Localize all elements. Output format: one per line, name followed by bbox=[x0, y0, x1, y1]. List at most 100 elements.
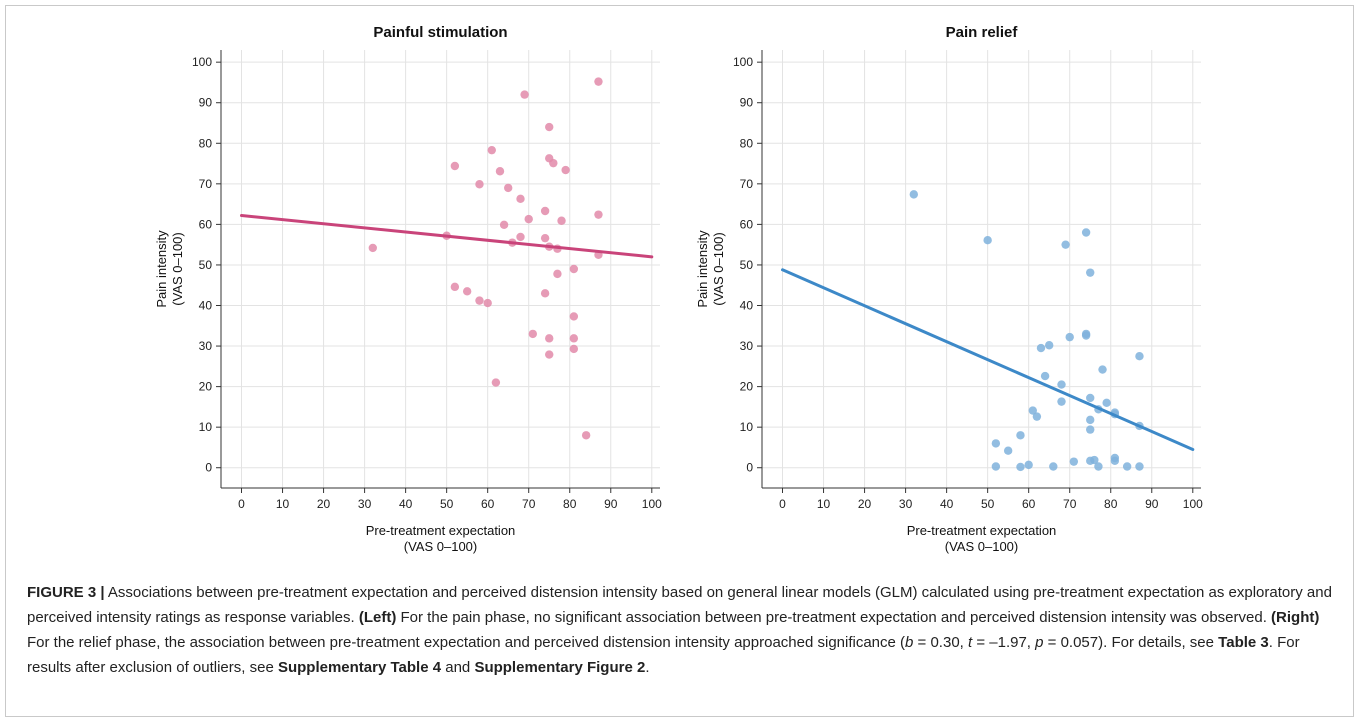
x-tick-label: 30 bbox=[358, 497, 372, 511]
data-point bbox=[1135, 351, 1144, 361]
data-point bbox=[569, 264, 579, 274]
caption-figure-label: FIGURE 3 | bbox=[27, 584, 105, 601]
y-tick-label: 40 bbox=[740, 299, 754, 313]
data-point bbox=[368, 243, 378, 253]
data-point bbox=[1086, 268, 1095, 277]
data-point bbox=[1016, 462, 1025, 472]
data-point bbox=[1024, 460, 1033, 470]
data-point bbox=[483, 298, 492, 308]
data-point bbox=[545, 350, 554, 359]
y-tick-label: 100 bbox=[733, 55, 753, 69]
y-tick-label: 30 bbox=[740, 339, 754, 353]
x-tick-label: 10 bbox=[817, 497, 831, 511]
data-point bbox=[495, 167, 505, 176]
x-tick-label: 20 bbox=[858, 497, 872, 511]
data-point bbox=[557, 216, 566, 225]
x-tick-label: 0 bbox=[779, 497, 786, 511]
data-point bbox=[1057, 397, 1066, 406]
data-point bbox=[516, 194, 525, 204]
data-point bbox=[1086, 425, 1095, 434]
data-point bbox=[524, 214, 533, 224]
x-axis-label: Pre-treatment expectation bbox=[366, 523, 516, 538]
data-point bbox=[491, 378, 501, 387]
y-tick-label: 30 bbox=[199, 339, 213, 353]
x-tick-label: 30 bbox=[899, 497, 913, 511]
data-point bbox=[1040, 371, 1050, 381]
x-axis-label-unit: (VAS 0–100) bbox=[404, 539, 477, 554]
y-tick-label: 70 bbox=[199, 177, 213, 191]
data-point bbox=[983, 236, 992, 245]
caption-text-1: Associations between pre-treatment expec… bbox=[27, 584, 1332, 626]
data-point bbox=[549, 158, 558, 168]
caption-supplementary-figure-link[interactable]: Supplementary Figure 2 bbox=[474, 659, 646, 676]
data-point bbox=[1049, 462, 1058, 471]
regression-line bbox=[781, 268, 1195, 451]
data-point bbox=[475, 296, 484, 305]
regression-line bbox=[240, 213, 654, 259]
data-point bbox=[569, 312, 579, 321]
data-point bbox=[475, 180, 484, 189]
x-tick-label: 60 bbox=[481, 497, 495, 511]
data-point bbox=[1065, 332, 1074, 342]
caption-text-6: = 0.057). For details, see bbox=[1043, 634, 1219, 651]
data-point bbox=[1057, 380, 1066, 389]
data-point bbox=[553, 269, 562, 279]
y-tick-label: 80 bbox=[740, 136, 754, 150]
caption-table-link[interactable]: Table 3 bbox=[1218, 634, 1269, 651]
data-point bbox=[540, 206, 550, 216]
x-tick-label: 50 bbox=[981, 497, 995, 511]
data-point bbox=[1016, 431, 1025, 440]
caption-right-label: (Right) bbox=[1271, 609, 1320, 626]
data-point bbox=[450, 161, 460, 171]
y-axis-label: Pain intensity bbox=[695, 230, 710, 308]
caption-text-3: For the relief phase, the association be… bbox=[27, 634, 906, 651]
figure-caption: FIGURE 3 | Associations between pre-trea… bbox=[27, 580, 1337, 680]
y-tick-label: 20 bbox=[740, 380, 754, 394]
y-tick-label: 80 bbox=[199, 136, 213, 150]
data-point bbox=[540, 233, 550, 243]
data-point bbox=[520, 90, 529, 99]
data-point bbox=[1090, 455, 1099, 465]
caption-text-9: . bbox=[645, 659, 650, 676]
y-tick-label: 40 bbox=[199, 299, 213, 313]
x-tick-label: 80 bbox=[563, 497, 577, 511]
y-tick-label: 90 bbox=[740, 96, 754, 110]
x-axis-label: Pre-treatment expectation bbox=[907, 523, 1057, 538]
x-tick-label: 10 bbox=[276, 497, 290, 511]
caption-t-symbol: t bbox=[968, 634, 973, 651]
data-point bbox=[499, 220, 509, 229]
y-tick-label: 10 bbox=[199, 420, 213, 434]
data-point bbox=[594, 77, 603, 86]
x-tick-label: 100 bbox=[1183, 497, 1203, 511]
y-tick-label: 10 bbox=[740, 420, 754, 434]
caption-text-2: For the pain phase, no significant assoc… bbox=[396, 609, 1272, 626]
x-tick-label: 50 bbox=[440, 497, 454, 511]
data-point bbox=[1102, 398, 1111, 408]
y-tick-label: 90 bbox=[199, 96, 213, 110]
data-point bbox=[503, 183, 513, 193]
caption-text-7: . For results after exclusion of outlier… bbox=[27, 634, 1300, 676]
y-tick-label: 50 bbox=[740, 258, 754, 272]
data-point bbox=[1032, 412, 1042, 421]
y-tick-label: 60 bbox=[199, 217, 213, 231]
data-point bbox=[991, 439, 1001, 448]
y-tick-label: 100 bbox=[192, 55, 212, 69]
caption-text-5: = –1.97, bbox=[972, 634, 1036, 651]
y-tick-label: 60 bbox=[740, 217, 754, 231]
caption-supplementary-table-link[interactable]: Supplementary Table 4 bbox=[277, 659, 442, 676]
data-point bbox=[1081, 331, 1091, 340]
x-tick-label: 80 bbox=[1104, 497, 1118, 511]
data-point bbox=[581, 431, 591, 440]
data-point bbox=[1098, 365, 1107, 374]
caption-p-symbol: p bbox=[1035, 634, 1044, 651]
x-tick-label: 90 bbox=[604, 497, 618, 511]
y-axis-label-unit: (VAS 0–100) bbox=[711, 232, 726, 305]
data-point bbox=[1003, 446, 1013, 455]
data-point bbox=[1135, 462, 1144, 471]
data-point bbox=[991, 462, 1001, 471]
y-tick-label: 0 bbox=[205, 461, 212, 475]
data-point bbox=[569, 334, 579, 343]
data-point bbox=[487, 145, 496, 155]
data-point bbox=[516, 232, 525, 242]
caption-text-4: = 0.30, bbox=[913, 634, 968, 651]
